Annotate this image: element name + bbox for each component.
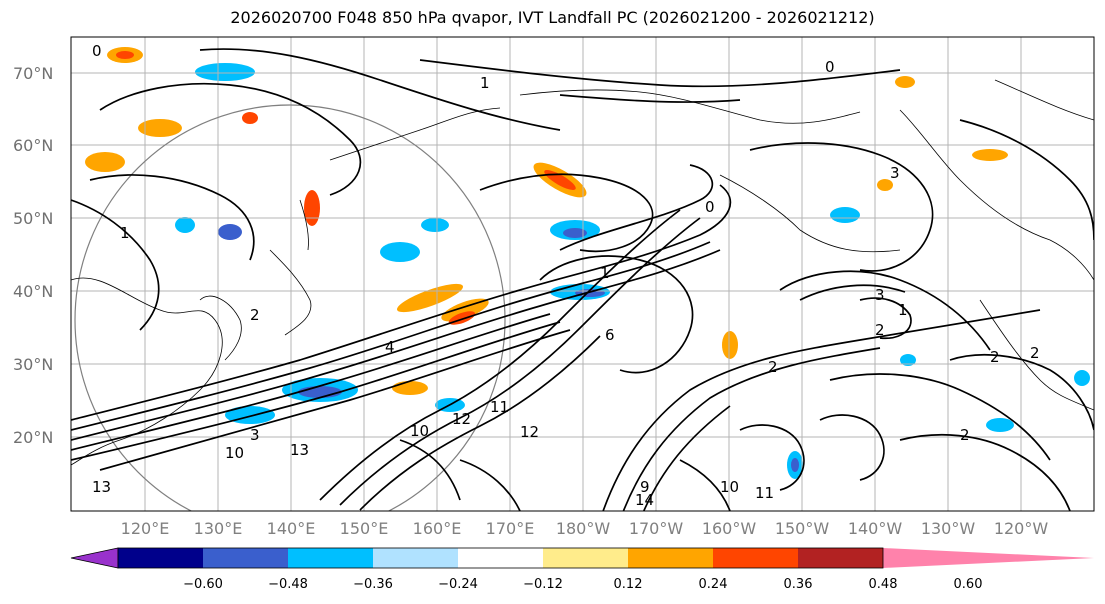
contour-label: 2	[990, 348, 1000, 366]
contour-label: 0	[825, 58, 835, 76]
lon-label: 140°W	[848, 519, 903, 538]
contour-label: 13	[92, 478, 111, 496]
colorbar-tick: 0.48	[869, 577, 898, 592]
contour-label: 6	[605, 326, 615, 344]
colorbar-tick: −0.12	[523, 577, 563, 592]
contour-label: 1	[600, 264, 610, 282]
colorbar-extend-min	[70, 547, 119, 569]
contour-label: 14	[635, 491, 654, 509]
landfall-region-circle	[74, 104, 506, 511]
lon-label: 170°E	[486, 519, 535, 538]
lon-label: 150°W	[775, 519, 830, 538]
contour-label: 10	[225, 444, 244, 462]
contour-label: 10	[410, 422, 429, 440]
ivt-contours	[71, 48, 1094, 511]
colorbar-tick: −0.48	[268, 577, 308, 592]
lon-label: 130°W	[921, 519, 976, 538]
lat-label: 40°N	[13, 282, 53, 301]
contour-label: 12	[520, 423, 539, 441]
contour-label: 11	[490, 398, 509, 416]
colorbar-segment	[118, 548, 203, 568]
latitude-labels: 70°N 60°N 50°N 40°N 30°N 20°N	[13, 64, 53, 447]
colorbar-segment	[628, 548, 713, 568]
contour-label: 0	[92, 42, 102, 60]
contour-label: 9	[640, 478, 650, 496]
contour-label: 13	[290, 441, 309, 459]
colorbar-segment	[203, 548, 288, 568]
contour-label: 2	[250, 306, 260, 324]
contour-label: 1	[898, 301, 908, 319]
contour-label: 0	[705, 198, 715, 216]
colorbar-tick: 0.36	[784, 577, 813, 592]
contour-label: 2	[1030, 344, 1040, 362]
map-title: 2026020700 F048 850 hPa qvapor, IVT Land…	[230, 8, 875, 27]
contour-label: 3	[250, 426, 260, 444]
lat-label: 30°N	[13, 355, 53, 374]
contour-label: 3	[890, 164, 900, 182]
contour-label: 3	[875, 286, 885, 304]
graticule	[71, 37, 1094, 511]
contour-label: 4	[385, 338, 395, 356]
lat-label: 20°N	[13, 428, 53, 447]
contour-label: 1	[120, 224, 130, 242]
colorbar-tick: 0.12	[614, 577, 643, 592]
lon-label: 140°E	[267, 519, 316, 538]
colorbar-tick: −0.60	[183, 577, 223, 592]
longitude-labels: 120°E 130°E 140°E 150°E 160°E 170°E 180°…	[121, 519, 1049, 538]
colorbar-ticks: −0.60 −0.48 −0.36 −0.24 −0.12 0.12 0.24 …	[183, 577, 982, 592]
contour-label: 12	[452, 410, 471, 428]
contour-label: 2	[875, 321, 885, 339]
contour-label: 1	[480, 74, 490, 92]
colorbar-segment	[543, 548, 628, 568]
lon-label: 120°E	[121, 519, 170, 538]
contour-labels: 0 1 0 1 0 3 2 6 4 1 3 2 1 2 2 2 2 13 11 …	[92, 42, 1040, 509]
colorbar-segment	[373, 548, 458, 568]
lat-label: 70°N	[13, 64, 53, 83]
colorbar-tick: 0.24	[699, 577, 728, 592]
lon-label: 180°W	[556, 519, 611, 538]
contour-label: 2	[768, 358, 778, 376]
lon-label: 160°E	[413, 519, 462, 538]
lon-label: 160°W	[702, 519, 757, 538]
lon-label: 120°W	[994, 519, 1049, 538]
colorbar-segment	[288, 548, 373, 568]
contour-label: 2	[960, 426, 970, 444]
lat-label: 60°N	[13, 136, 53, 155]
colorbar-tick: −0.36	[353, 577, 393, 592]
lon-label: 150°E	[340, 519, 389, 538]
lon-label: 170°W	[629, 519, 684, 538]
colorbar-segment	[458, 548, 543, 568]
colorbar-extend-max	[883, 548, 1094, 568]
colorbar-tick: −0.24	[438, 577, 478, 592]
colorbar: −0.60 −0.48 −0.36 −0.24 −0.12 0.12 0.24 …	[70, 547, 1094, 592]
contour-label: 10	[720, 478, 739, 496]
colorbar-segment	[713, 548, 798, 568]
map-frame	[70, 36, 1095, 512]
colorbar-tick: 0.60	[954, 577, 983, 592]
colorbar-segment	[798, 548, 883, 568]
lat-label: 50°N	[13, 209, 53, 228]
lon-label: 130°E	[194, 519, 243, 538]
contour-label: 11	[755, 484, 774, 502]
coastlines	[71, 79, 1094, 466]
